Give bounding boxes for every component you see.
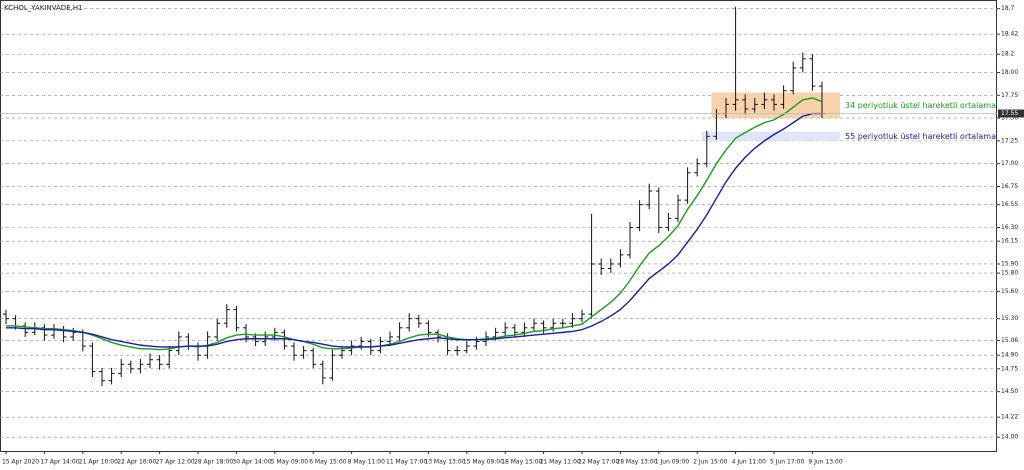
moving-average-line [6, 112, 822, 348]
y-tick-label: 15.90 [1001, 260, 1018, 267]
x-tick-label: 27 Apr 12:00 [156, 459, 195, 466]
y-tick-label: 14.75 [1001, 365, 1018, 372]
y-tick-label: 17.00 [1001, 160, 1018, 167]
y-tick-label: 16.55 [1001, 201, 1018, 208]
x-tick-label: 30 Apr 14:00 [232, 459, 271, 466]
x-tick-label: 8 May 11:00 [348, 459, 386, 466]
x-tick-label: 15 Apr 2020 [2, 459, 39, 466]
y-tick-label: 18.00 [1001, 69, 1018, 76]
x-tick-label: 2 Jun 15:00 [693, 459, 727, 466]
zone [711, 92, 840, 119]
x-tick-label: 28 May 13:00 [616, 459, 657, 466]
y-tick-label: 16.30 [1001, 224, 1018, 231]
x-tick-label: 22 Apr 16:00 [117, 459, 156, 466]
x-tick-label: 1 Jun 09:00 [655, 459, 689, 466]
y-tick-label: 17.25 [1001, 137, 1018, 144]
x-tick-label: 4 Jun 11:00 [732, 459, 766, 466]
y-tick-label: 15.80 [1001, 270, 1018, 277]
y-tick-label: 14.22 [1001, 414, 1018, 421]
y-tick-label: 18.2 [1001, 51, 1015, 58]
x-tick-label: 11 May 17:00 [386, 459, 427, 466]
y-tick-label: 18.7 [1001, 5, 1015, 12]
y-tick-label: 14.90 [1001, 352, 1018, 359]
y-tick-label: 14.00 [1001, 434, 1018, 441]
y-tick-label: 15.30 [1001, 315, 1018, 322]
x-tick-label: 17 Apr 14:00 [40, 459, 79, 466]
y-tick-label: 14.50 [1001, 388, 1018, 395]
x-tick-label: 5 May 09:00 [271, 459, 309, 466]
x-tick-label: 13 May 13:00 [424, 459, 465, 466]
y-tick-label: 17.50 [1001, 115, 1018, 122]
y-tick-label: 17.75 [1001, 92, 1018, 99]
y-tick-label: 18.42 [1001, 31, 1018, 38]
x-tick-label: 6 May 15:00 [309, 459, 347, 466]
plot-frame [0, 0, 997, 452]
x-tick-label: 21 May 11:00 [540, 459, 581, 466]
last-price-box [998, 109, 1024, 118]
x-tick-label: 22 May 17:00 [578, 459, 619, 466]
y-tick-label: 16.75 [1001, 183, 1018, 190]
zone-label: 34 periyotluk üstel hareketli ortalama [845, 101, 996, 110]
x-tick-label: 18 May 15:00 [501, 459, 542, 466]
x-tick-label: 5 Jun 17:00 [770, 459, 804, 466]
y-tick-label: 16.15 [1001, 238, 1018, 245]
moving-average-line [6, 97, 823, 351]
x-tick-label: 28 Apr 18:00 [194, 459, 233, 466]
x-tick-label: 21 Apr 10:00 [79, 459, 118, 466]
x-tick-label: 9 Jun 13:00 [808, 459, 842, 466]
chart-title: KCHOL_YAKINVADE,H1 [4, 4, 83, 12]
zone-label: 55 periyotluk üstel hareketli ortalama [845, 132, 996, 141]
last-price-label: 17.55 [1001, 110, 1018, 117]
y-tick-label: 15.60 [1001, 288, 1018, 295]
y-tick-label: 15.06 [1001, 337, 1018, 344]
x-tick-label: 15 May 09:00 [463, 459, 504, 466]
